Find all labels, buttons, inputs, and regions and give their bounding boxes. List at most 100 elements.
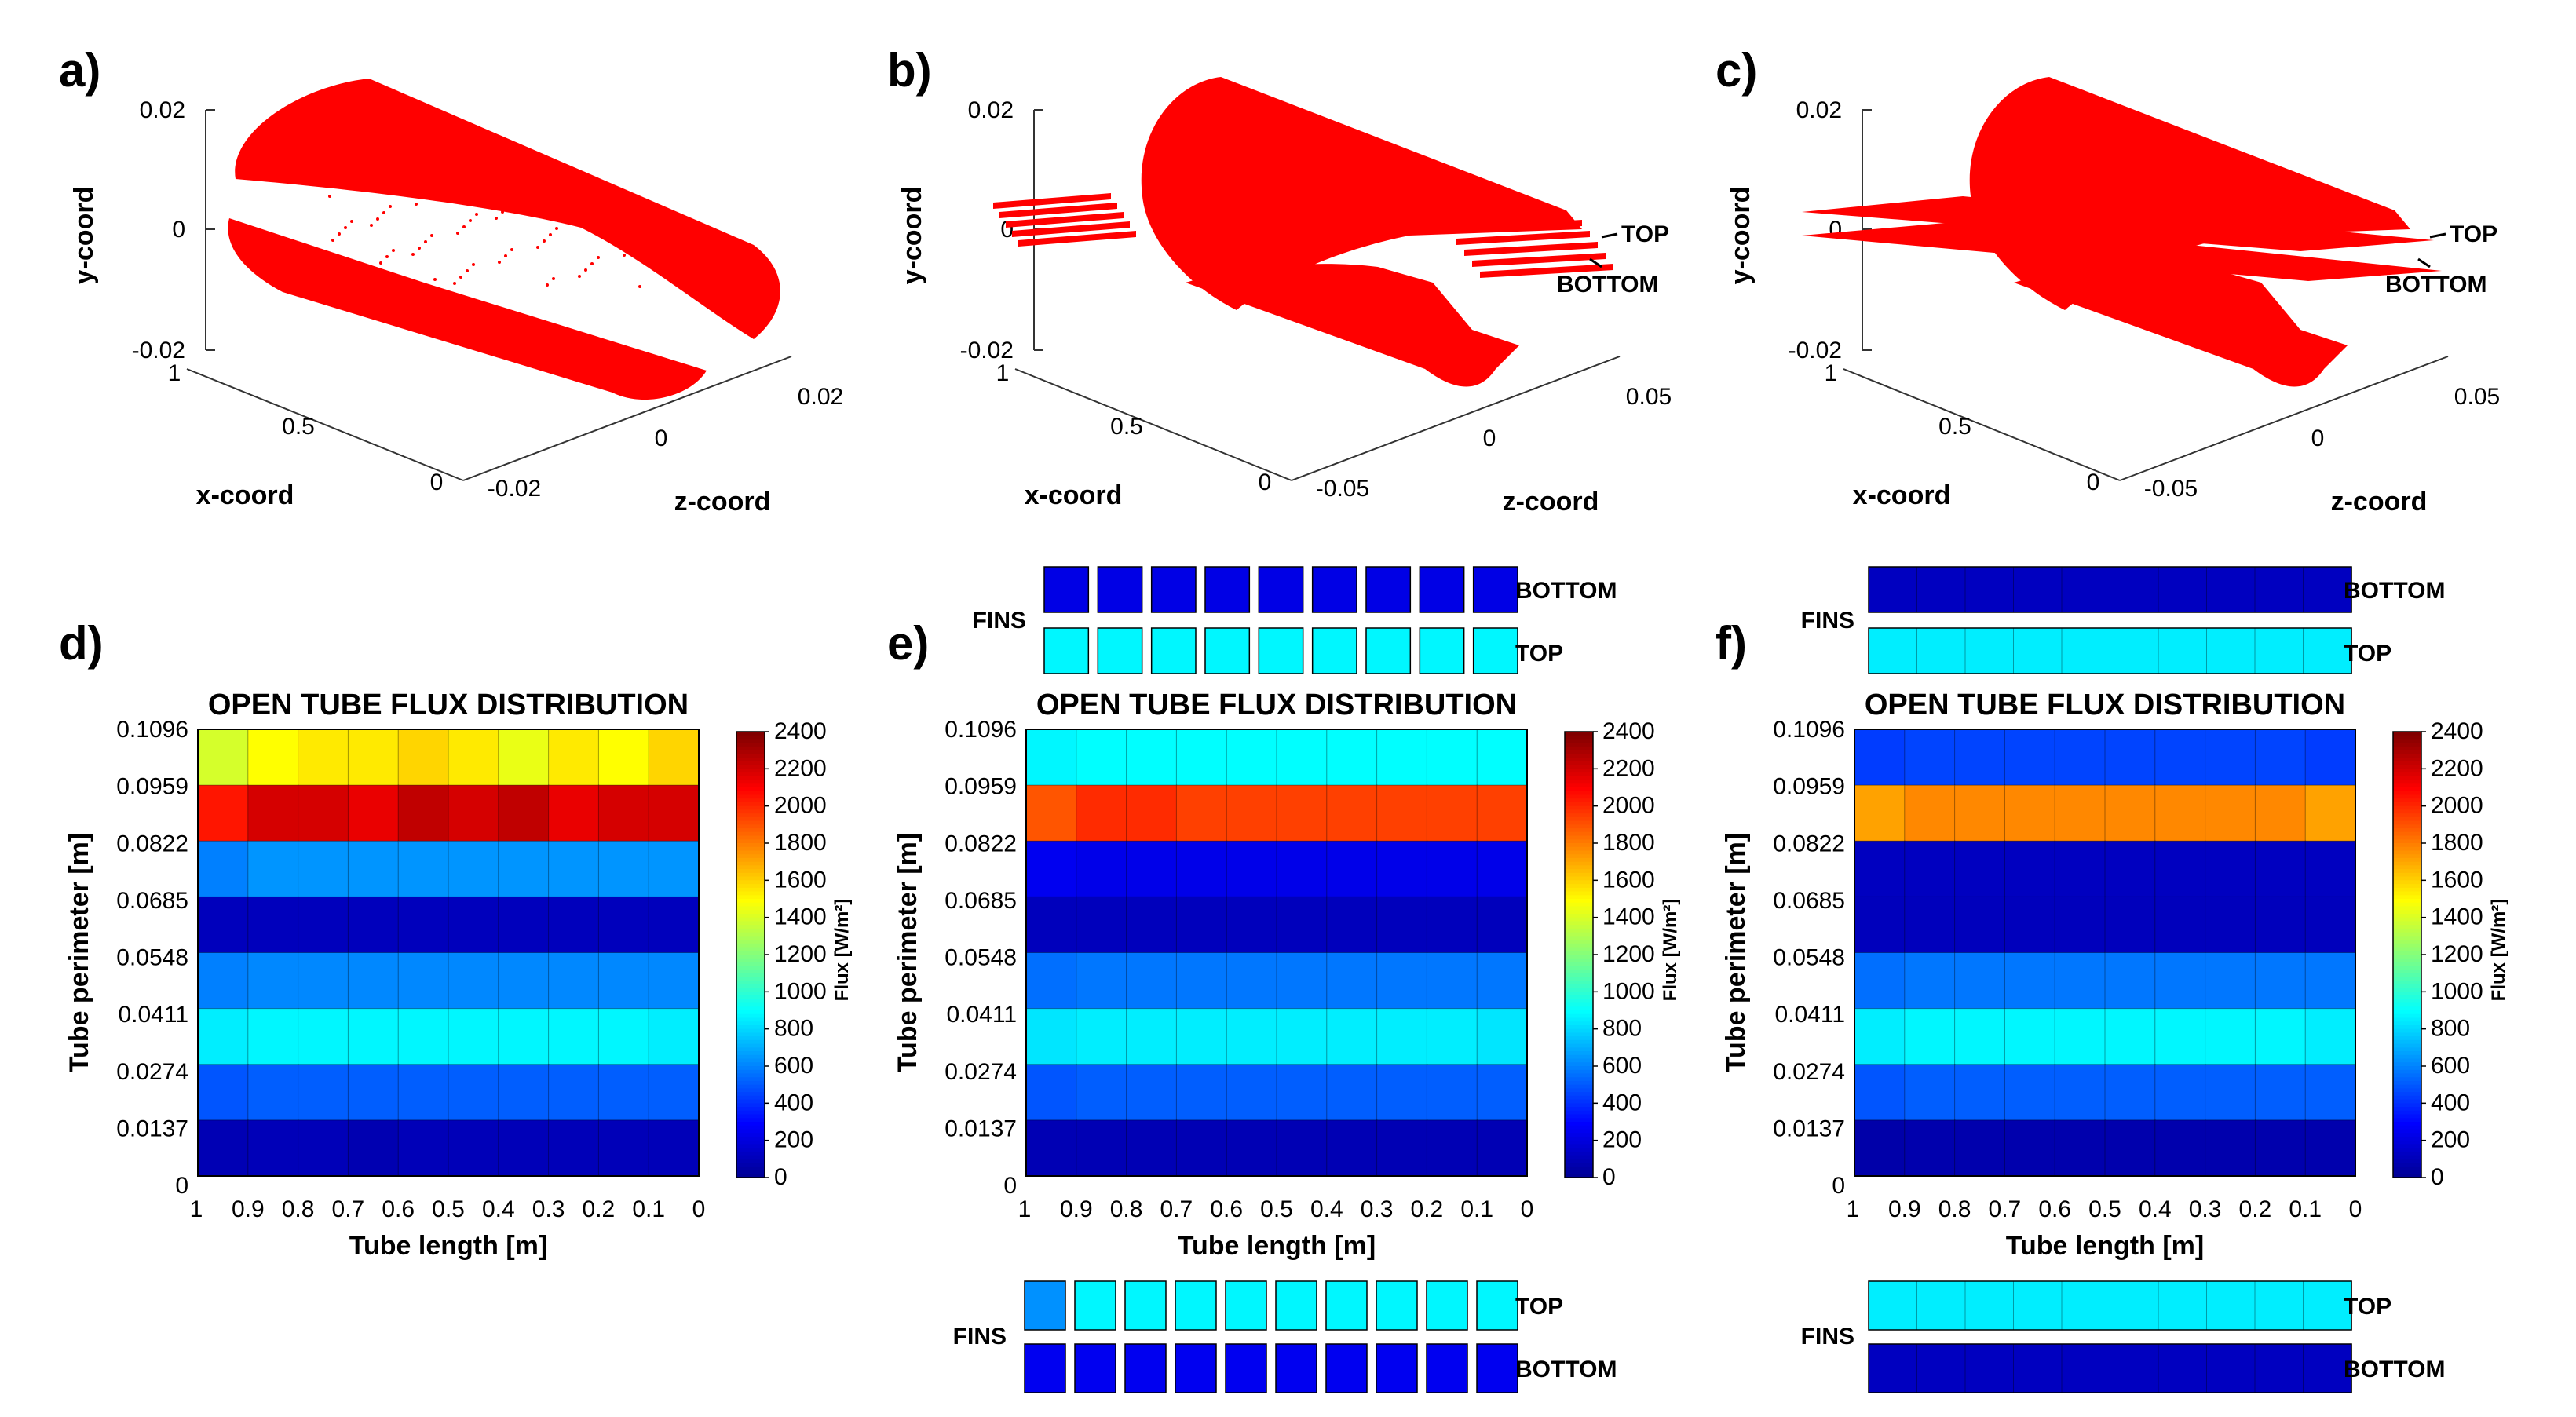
heatmap-cell [548, 729, 600, 787]
colorbar-segment [736, 1039, 765, 1045]
colorbar-segment [2393, 761, 2421, 766]
colorbar-segment [2393, 854, 2421, 859]
fin-block [1258, 566, 1304, 613]
colorbar-segment [1565, 958, 1593, 963]
colorbar-segment [1565, 746, 1593, 751]
colorbar-segment [1565, 1103, 1593, 1108]
colorbar-segment [736, 780, 765, 785]
colorbar-segment [736, 1017, 765, 1023]
colorbar-segment [2393, 1095, 2421, 1101]
heatmap-cell [397, 729, 450, 787]
colorbar-segment [736, 1062, 765, 1067]
x-tick-label: 0.5 [1110, 414, 1143, 440]
fin-block [1426, 1280, 1468, 1331]
scatter-point [498, 261, 501, 264]
heatmap-cell [448, 1064, 499, 1121]
colorbar-segment [1565, 1051, 1593, 1056]
colorbar-segment [736, 981, 765, 985]
heatmap-cell [1076, 952, 1127, 1010]
colorbar-segment [2393, 951, 2421, 955]
fin-cell [1868, 1280, 1918, 1331]
colorbar-segment [736, 1114, 765, 1119]
heatmap-cell [2104, 896, 2156, 954]
colorbar-segment [736, 995, 765, 1000]
colorbar-segment [1565, 861, 1593, 867]
colorbar-segment [736, 850, 765, 856]
heatmap-cell [1854, 784, 1906, 842]
scatter-point [453, 282, 456, 285]
colorbar-segment [1565, 1039, 1593, 1045]
chart-title: OPEN TUBE FLUX DISTRIBUTION [1036, 688, 1517, 721]
heatmap-cell [648, 840, 700, 898]
heatmap-cell [2205, 1119, 2256, 1177]
heatmap-cell [1226, 840, 1278, 898]
colorbar-segment [736, 1110, 765, 1116]
colorbar-segment [1565, 787, 1593, 792]
colorbar-segment [2393, 1084, 2421, 1090]
heatmap-cell [2254, 784, 2307, 842]
heatmap-cell [1476, 952, 1529, 1010]
heatmap-cell [1175, 952, 1228, 1010]
colorbar-segment [2393, 735, 2421, 740]
fin-cell [2158, 1343, 2208, 1393]
scatter-point [513, 198, 517, 201]
heatmap-cell [1076, 729, 1127, 787]
colorbar-segment [2393, 1077, 2421, 1082]
colorbar-segment [2393, 917, 2421, 922]
tube-lower [2014, 264, 2348, 387]
colorbar-segment [736, 1092, 765, 1097]
colorbar-segment [736, 1140, 765, 1145]
colorbar-segment [736, 988, 765, 993]
colorbar-segment [2393, 746, 2421, 751]
panel-3d-1: b) -0.02 0 0.02 y-coord 0 0.5 1 x-coord -0.05 0 0.0… [887, 44, 1672, 517]
fin-label-bottom: BOTTOM [1515, 578, 1617, 604]
x-tick-label: 0.1 [2289, 1196, 2322, 1222]
colorbar-tick-label: 2200 [1602, 755, 1655, 781]
colorbar-segment [1565, 835, 1593, 841]
fin-strip-right [1464, 242, 1598, 256]
colorbar-segment [1565, 884, 1593, 889]
heatmap-cell [1326, 1064, 1378, 1121]
heatmap-cell [1854, 840, 1906, 898]
fin-cell [2254, 627, 2304, 674]
y-tick-label: 0.1096 [1773, 717, 1845, 743]
colorbar-segment [1565, 1122, 1593, 1127]
y-tick-label: 0.0137 [945, 1116, 1017, 1141]
heatmap-cell [1025, 840, 1077, 898]
colorbar-tick-label: 2200 [774, 755, 827, 781]
colorbar-tick-label: 1800 [1602, 830, 1655, 856]
colorbar-tick-label: 1200 [1602, 941, 1655, 967]
fins-label: FINS [1801, 608, 1854, 634]
colorbar-segment [1565, 791, 1593, 796]
colorbar-segment [2393, 1062, 2421, 1067]
colorbar-segment [736, 1107, 765, 1112]
heatmap-cell [298, 1008, 349, 1065]
heatmap-cell [1076, 1064, 1127, 1121]
z-tick-label: 0 [2311, 425, 2325, 451]
x-tick-label: 0.2 [1411, 1196, 1444, 1222]
colorbar-segment [736, 906, 765, 911]
z-tick-label: -0.05 [1316, 476, 1369, 502]
colorbar-segment [1565, 839, 1593, 844]
heatmap-cell [2205, 952, 2256, 1010]
colorbar-segment [2393, 910, 2421, 915]
colorbar-segment [2393, 820, 2421, 826]
colorbar-segment [736, 932, 765, 937]
colorbar-segment [736, 758, 765, 762]
heatmap-cell [1854, 896, 1906, 954]
heatmap-cell [247, 896, 299, 954]
scatter-point [549, 233, 552, 236]
x-tick-label: 1 [1018, 1196, 1032, 1222]
fin-label-top: TOP [2450, 221, 2497, 247]
colorbar-segment [1565, 902, 1593, 908]
y-tick-label: 0.1096 [116, 717, 188, 743]
colorbar-segment [736, 735, 765, 740]
fin-plate-top [1802, 196, 2434, 251]
heatmap-cell [1854, 1119, 1906, 1177]
fin-label-top: TOP [1621, 221, 1669, 247]
colorbar-segment [2393, 1151, 2421, 1156]
scatter-point [581, 225, 584, 228]
fin-block [1150, 627, 1197, 674]
heatmap-cell [1954, 952, 2006, 1010]
